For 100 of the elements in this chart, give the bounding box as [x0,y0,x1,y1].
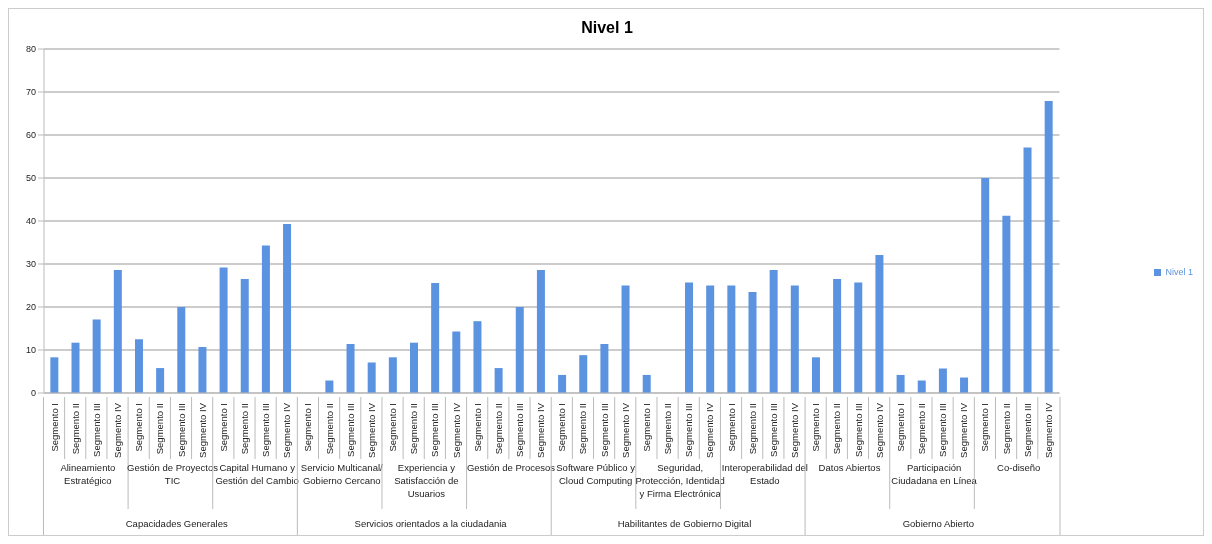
x-tick-label: Segmento I [810,403,822,452]
bar [431,282,440,393]
x-tick-label: Segmento II [238,403,250,455]
bar [388,357,397,393]
x-tick-label: Segmento III [90,403,102,457]
bar [706,285,715,393]
bar [558,374,567,393]
bar [494,368,503,393]
bar [71,342,80,393]
legend-label: Nivel 1 [1165,267,1193,277]
bar [811,357,820,393]
x-tick-label: Segmento I [302,403,314,452]
bar [198,346,207,393]
x-tick-label: Segmento I [640,403,652,452]
x-tick-label: Segmento II [577,403,589,455]
bar [769,270,778,393]
chart-title: Nivel 1 [580,19,634,37]
bar [261,245,270,393]
bar [790,285,799,393]
bar [219,267,228,393]
bar [833,279,842,393]
bar [50,357,59,393]
y-tick-label: 70 [25,87,36,98]
text: Datos Abiertos [818,462,881,473]
text: Co-diseño [997,462,1041,473]
y-tick-label: 60 [25,130,36,141]
bar [177,307,186,393]
x-tick-label: Segmento III [937,403,949,457]
x-tick-label: Segmento III [683,403,695,457]
x-tick-label: Segmento II [915,403,927,455]
x-tick-label: Segmento I [556,403,568,452]
bar [113,270,122,393]
x-tick-label: Segmento II [408,403,420,455]
x-tick-label: Segmento I [979,403,991,452]
bar [92,319,101,393]
text: Servicio Multicanal/ Gobierno Cercano [300,462,384,486]
y-tick-label: 30 [25,259,36,270]
bar [515,307,524,393]
x-tick-label: Segmento IV [112,402,124,458]
x-tick-label: Segmento IV [535,402,547,458]
x-tick-label: Segmento IV [789,402,801,458]
x-tick-label: Segmento II [746,403,758,455]
x-tick-label: Segmento III [767,403,779,457]
bar [960,377,969,393]
bar [156,368,165,393]
x-tick-label: Segmento III [514,403,526,457]
x-tick-label: Segmento IV [365,402,377,458]
bar [1044,101,1053,393]
text: Habilitantes de Gobierno Digital [617,518,752,529]
text: Gestión de Procesos [466,462,556,473]
bar [1002,215,1011,393]
x-tick-label: Segmento II [492,403,504,455]
text: Software Público y Cloud Computing [556,462,636,486]
text: Experiencia y Satisfacción de Usuarios [394,462,459,499]
bar [473,321,482,393]
y-tick-label: 50 [25,173,36,184]
x-tick-label: Segmento II [154,403,166,455]
bar [685,282,694,393]
bar [896,374,905,393]
bar [134,339,143,393]
bar [346,343,355,393]
x-tick-label: Segmento II [1000,403,1012,455]
y-tick-label: 20 [25,302,36,313]
x-tick-label: Segmento II [662,403,674,455]
bar [642,374,651,393]
text: Capacidades Generales [125,518,228,529]
bar [410,342,418,393]
x-tick-label: Segmento IV [450,402,462,458]
bar [452,331,461,393]
x-tick-label: Segmento I [894,403,906,452]
x-tick-label: Segmento I [133,403,145,452]
bar [981,178,990,393]
bar [600,343,609,393]
bar [579,355,588,393]
bar [536,270,545,393]
x-tick-label: Segmento I [48,403,60,452]
bar [854,282,863,393]
bar [938,368,947,393]
text: Servicios orientados a la ciudadania [354,518,508,529]
text: Alineamiento Estratégico [60,462,116,486]
text: Participación Ciudadana en Línea [891,462,978,486]
bar [240,279,249,393]
x-tick-label: Segmento I [471,403,483,452]
y-tick-label: 0 [30,388,36,399]
x-tick-label: Segmento I [725,403,737,452]
x-tick-label: Segmento IV [619,402,631,458]
x-tick-label: Segmento II [831,403,843,455]
x-tick-label: Segmento IV [281,402,293,458]
x-tick-label: Segmento IV [873,402,885,458]
text: Gobierno Abierto [902,518,974,529]
x-tick-label: Segmento II [323,403,335,455]
x-tick-label: Segmento III [175,403,187,457]
x-tick-label: Segmento III [1021,403,1033,457]
bar [748,291,757,393]
x-tick-label: Segmento IV [958,402,970,458]
bar [621,285,630,393]
x-tick-label: Segmento IV [196,402,208,458]
x-tick-label: Segmento II [69,403,81,455]
x-tick-label: Segmento III [598,403,610,457]
bar [283,224,292,393]
